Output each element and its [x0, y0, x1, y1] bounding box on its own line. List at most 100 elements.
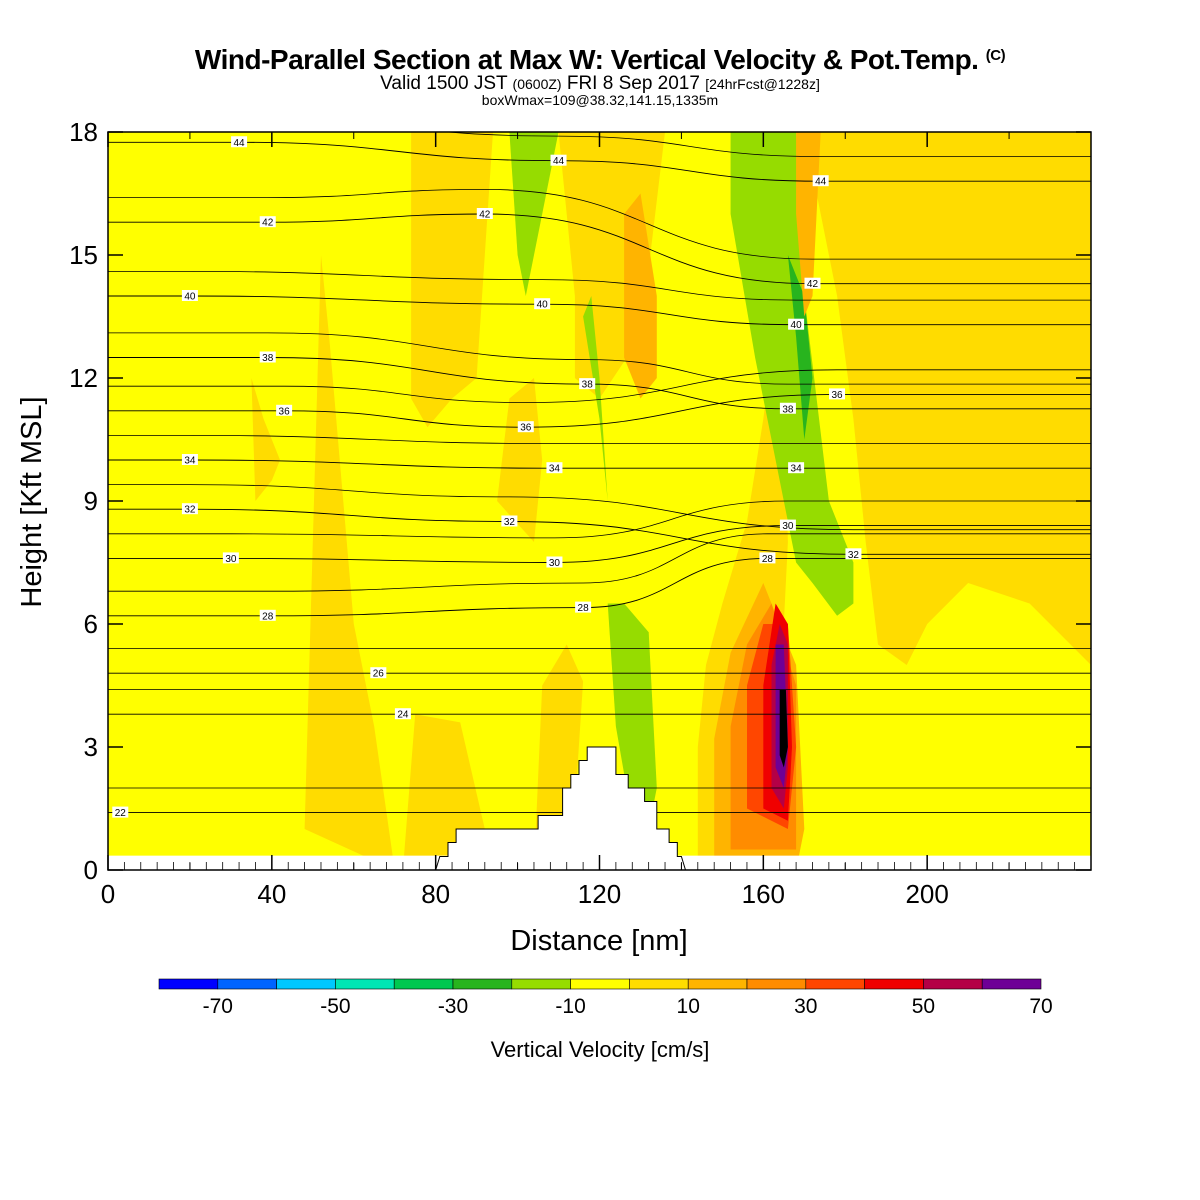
label-background: [501, 515, 518, 527]
theta-contour-label: 30: [546, 556, 563, 569]
x-axis-ticks: 0 40 80 120 160 200: [101, 132, 1010, 909]
valid-prefix: Valid 1500 JST: [380, 73, 508, 94]
velocity-region: [787, 255, 813, 440]
y-tick-label: 12: [69, 363, 98, 393]
label-text: 22: [115, 808, 127, 819]
theta-contour-line: [108, 188, 1091, 260]
valid-date: FRI 8 Sep 2017: [566, 73, 700, 94]
theta-contour-labels: 44 44 44 42 42 42 40 40 40 38 38 38 36 36 36 34 34 34 32 32…: [112, 136, 862, 819]
theta-contour-label: 24: [394, 708, 411, 721]
theta-contour-line: [108, 213, 1091, 285]
y-tick-label: 15: [69, 240, 98, 270]
box-info-line: boxWmax=109@38.32,141.15,1335m: [481, 92, 719, 108]
colorbar-tick-label: -50: [320, 995, 350, 1018]
theta-contour-label: 40: [534, 298, 551, 311]
x-tick-label: 120: [578, 879, 621, 909]
terrain-outline: [435, 746, 686, 870]
colorbar-swatch: [217, 978, 277, 990]
theta-contour-label: 34: [788, 462, 805, 475]
theta-contour-label: 42: [259, 216, 276, 229]
theta-contour-label: 38: [779, 402, 796, 415]
label-background: [788, 462, 805, 474]
label-text: 28: [762, 554, 774, 565]
label-background: [231, 136, 248, 148]
theta-contour-line: [443, 132, 1091, 158]
theta-contour-line: [108, 332, 1091, 385]
x-axis-title: Distance [nm]: [510, 925, 687, 957]
label-text: 34: [184, 456, 196, 467]
label-text: 30: [782, 521, 794, 532]
label-background: [370, 667, 387, 679]
theta-contour-label: 28: [575, 601, 592, 614]
theta-contour-label: 28: [259, 609, 276, 622]
theta-contour-line: [108, 141, 1091, 182]
label-background: [181, 454, 198, 465]
label-text: 40: [791, 320, 803, 331]
y-tick-label: 3: [84, 732, 98, 762]
velocity-region: [804, 132, 1091, 665]
y-tick-label: 6: [84, 609, 98, 639]
forecast-info: [24hrFcst@1228z]: [705, 76, 820, 92]
y-tick-label: 0: [84, 855, 98, 885]
velocity-region: [607, 603, 657, 829]
label-background: [759, 552, 776, 564]
label-background: [788, 318, 805, 330]
label-background: [259, 609, 276, 621]
theta-contour-label: 40: [181, 290, 198, 303]
label-background: [394, 708, 411, 720]
label-text: 32: [504, 517, 516, 528]
colorbar-tick-label: 10: [677, 995, 700, 1018]
theta-contour-line: [108, 525, 1091, 563]
colorbar-swatch: [158, 978, 219, 990]
label-background: [259, 351, 276, 363]
theta-contour-label: 28: [759, 552, 776, 565]
colorbar-swatch: [805, 978, 865, 990]
colorbar-tick-label: -10: [555, 995, 585, 1018]
colorbar-tick-label: 70: [1029, 995, 1052, 1018]
theta-contour-label: 44: [812, 175, 829, 188]
velocity-region: [583, 296, 608, 501]
label-background: [534, 298, 551, 310]
label-text: 42: [262, 218, 274, 229]
colorbar-swatch: [570, 978, 630, 990]
theta-contour-line: [108, 393, 1091, 428]
colorbar-swatch: [981, 978, 1042, 990]
label-background: [476, 208, 493, 219]
label-text: 36: [520, 423, 532, 434]
label-text: 30: [549, 558, 561, 569]
colorbar-swatch: [687, 978, 748, 990]
label-background: [575, 601, 592, 613]
velocity-region: [624, 193, 657, 399]
terrain-mountain: [108, 747, 1091, 870]
label-background: [845, 548, 862, 560]
chart-title-text: Wind-Parallel Section at Max W: Vertical…: [194, 44, 979, 75]
theta-contour-line: [108, 369, 1091, 404]
theta-contour-line: [108, 270, 1091, 301]
theta-contour-label: 32: [501, 515, 518, 528]
label-background: [812, 175, 829, 187]
label-text: 36: [831, 390, 843, 401]
colorbar-swatch: [511, 978, 571, 990]
theta-contour-label: 30: [222, 552, 239, 565]
y-axis-title: Height [Kft MSL]: [16, 396, 48, 607]
label-background: [779, 519, 796, 531]
x-tick-label: 40: [257, 879, 286, 909]
valid-time-line: Valid 1500 JST (0600Z) FRI 8 Sep 2017 [2…: [0, 73, 1200, 95]
label-background: [259, 216, 276, 228]
x-tick-label: 200: [905, 879, 948, 909]
colorbar-tick-label: 30: [794, 995, 817, 1018]
label-text: 24: [397, 710, 409, 721]
label-background: [779, 402, 796, 414]
label-text: 42: [479, 210, 491, 221]
velocity-region: [730, 132, 854, 616]
label-background: [579, 378, 596, 390]
theta-contour-line: [108, 434, 1091, 445]
colorbar-tick-label: -30: [438, 995, 468, 1018]
label-background: [546, 462, 563, 474]
theta-contour-line: [108, 557, 1091, 617]
label-text: 32: [184, 505, 196, 516]
valid-zulu: (0600Z): [512, 76, 562, 92]
theta-contour-label: 42: [804, 277, 821, 290]
theta-contour-label: 26: [370, 667, 387, 680]
